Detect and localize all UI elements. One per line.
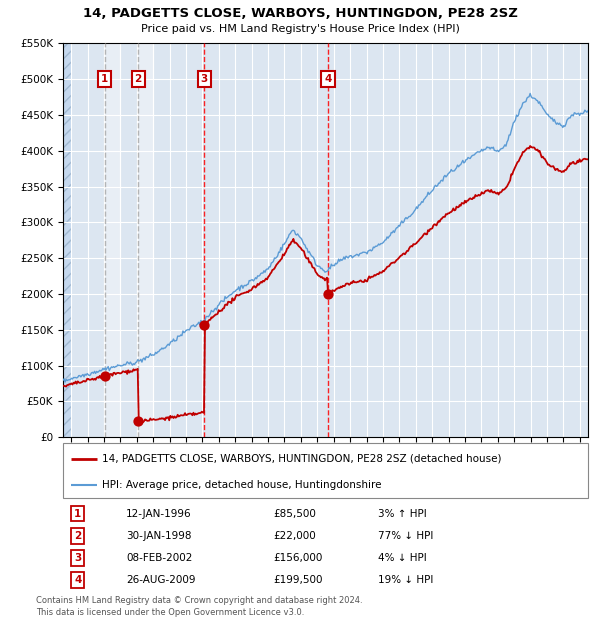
Text: 4: 4 bbox=[74, 575, 82, 585]
Bar bbox=[104, 43, 121, 437]
Bar bbox=[63, 43, 71, 437]
Point bbox=[133, 417, 143, 427]
Text: 77% ↓ HPI: 77% ↓ HPI bbox=[378, 531, 433, 541]
FancyBboxPatch shape bbox=[63, 443, 588, 498]
Text: HPI: Average price, detached house, Huntingdonshire: HPI: Average price, detached house, Hunt… bbox=[103, 480, 382, 490]
Text: 26-AUG-2009: 26-AUG-2009 bbox=[126, 575, 196, 585]
Text: £156,000: £156,000 bbox=[273, 553, 322, 563]
Bar bbox=[137, 43, 153, 437]
Text: £199,500: £199,500 bbox=[273, 575, 323, 585]
Point bbox=[199, 321, 209, 330]
Text: 2: 2 bbox=[74, 531, 82, 541]
Text: 1: 1 bbox=[101, 74, 108, 84]
Point bbox=[100, 371, 109, 381]
Text: Contains HM Land Registry data © Crown copyright and database right 2024.
This d: Contains HM Land Registry data © Crown c… bbox=[36, 596, 362, 617]
Text: £22,000: £22,000 bbox=[273, 531, 316, 541]
Text: Price paid vs. HM Land Registry's House Price Index (HPI): Price paid vs. HM Land Registry's House … bbox=[140, 24, 460, 33]
Text: £85,500: £85,500 bbox=[273, 508, 316, 518]
Text: 3% ↑ HPI: 3% ↑ HPI bbox=[378, 508, 427, 518]
Text: 14, PADGETTS CLOSE, WARBOYS, HUNTINGDON, PE28 2SZ (detached house): 14, PADGETTS CLOSE, WARBOYS, HUNTINGDON,… bbox=[103, 454, 502, 464]
Text: 3: 3 bbox=[74, 553, 82, 563]
Text: 4: 4 bbox=[324, 74, 332, 84]
Text: 30-JAN-1998: 30-JAN-1998 bbox=[126, 531, 191, 541]
Text: 2: 2 bbox=[134, 74, 142, 84]
Point bbox=[323, 290, 333, 299]
Text: 19% ↓ HPI: 19% ↓ HPI bbox=[378, 575, 433, 585]
Text: 4% ↓ HPI: 4% ↓ HPI bbox=[378, 553, 427, 563]
Text: 12-JAN-1996: 12-JAN-1996 bbox=[126, 508, 191, 518]
Text: 08-FEB-2002: 08-FEB-2002 bbox=[126, 553, 193, 563]
Text: 14, PADGETTS CLOSE, WARBOYS, HUNTINGDON, PE28 2SZ: 14, PADGETTS CLOSE, WARBOYS, HUNTINGDON,… bbox=[83, 7, 517, 20]
Text: 3: 3 bbox=[200, 74, 208, 84]
Text: 1: 1 bbox=[74, 508, 82, 518]
